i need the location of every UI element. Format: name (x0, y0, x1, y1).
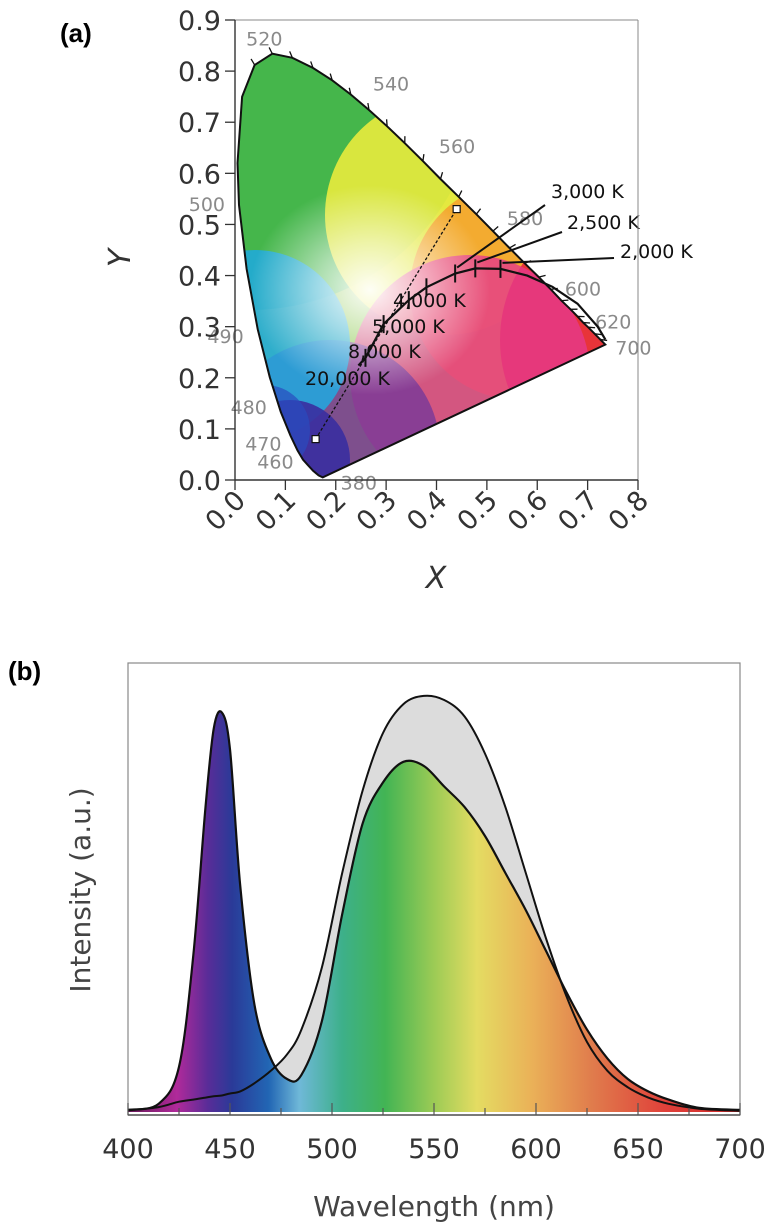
spectrum-layers (127, 694, 741, 1112)
cct-label: 5,000 K (372, 316, 445, 338)
x-tick-label-a: 0.7 (552, 485, 604, 537)
x-tick-label-b: 600 (510, 1134, 562, 1165)
cct-leader-line (456, 204, 546, 269)
locus-tick (492, 225, 499, 232)
y-tick-label-a: 0.2 (178, 364, 221, 395)
x-axis-title-b: Wavelength (nm) (313, 1190, 555, 1223)
locus-tick (385, 119, 388, 127)
locus-tick (594, 333, 602, 336)
wavelength-label-500: 500 (189, 194, 225, 216)
mixing-endpoint-marker (452, 205, 461, 214)
locus-tick (439, 172, 444, 180)
locus-tick (367, 102, 370, 111)
wavelength-label-460: 460 (257, 452, 293, 474)
y-tick-label-a: 0.6 (178, 159, 221, 190)
locus-tick (588, 326, 596, 329)
cct-labels: 20,000 K 8,000 K 5,000 K 4,000 K 3,000 K 2,50… (305, 181, 693, 390)
cie-chromaticity-diagram: 380460470480490500520540560580600620700 … (103, 6, 693, 596)
locus-tick (458, 190, 463, 198)
locus-tick (509, 243, 516, 249)
cct-label: 20,000 K (305, 368, 391, 390)
y-tick-label-a: 0.3 (178, 313, 221, 344)
locus-tick (310, 61, 314, 69)
x-tick-label-b: 400 (102, 1134, 154, 1165)
wavelength-label-520: 520 (246, 29, 282, 51)
y-tick-label-a: 0.1 (178, 415, 221, 446)
locus-tick (268, 47, 273, 55)
x-tick-label-b: 650 (612, 1134, 664, 1165)
y-tick-label-a: 0.9 (178, 6, 221, 37)
measured-spectrum-line (127, 710, 741, 1111)
x-tick-label-a: 0.6 (502, 485, 554, 537)
spectral-locus-outline (236, 52, 608, 479)
y-axis-title-b: Intensity (a.u.) (64, 787, 97, 992)
y-axis-title-a: Y (103, 246, 138, 267)
locus-tick (250, 58, 256, 66)
x-tick-label-a: 0.8 (603, 485, 655, 537)
spectral-locus-ticks (250, 47, 608, 342)
locus-tick (422, 154, 425, 162)
y-tick-label-a: 0.7 (178, 108, 221, 139)
x-tick-label-b: 700 (714, 1134, 766, 1165)
y-tick-label-a: 0.4 (178, 262, 221, 293)
wavelength-labels: 380460470480490500520540560580600620700 (189, 29, 652, 495)
x-tick-label-a: 0.4 (401, 485, 453, 537)
wavelength-label-700: 700 (615, 338, 651, 360)
measured-spectrum-area (128, 711, 740, 1112)
wavelength-label-470: 470 (245, 433, 281, 455)
wavelength-label-540: 540 (373, 74, 409, 96)
cct-leader-line (502, 257, 615, 264)
y-tick-label-a: 0.5 (178, 210, 221, 241)
x-tick-label-a: 0.1 (250, 485, 302, 537)
cct-label: 3,000 K (551, 181, 624, 203)
panel-b-label: (b) (8, 656, 41, 686)
y-tick-label-a: 0.8 (178, 57, 221, 88)
emission-spectrum-chart: 400 450 500 550 600 650 700 Wavelength (nm) In… (64, 662, 766, 1223)
panel-a-label: (a) (60, 18, 92, 48)
x-axis-title-a: X (424, 561, 448, 596)
y-tick-label-a: 0.0 (178, 466, 221, 497)
mixing-endpoint-marker (311, 435, 320, 444)
reference-spectrum-line (127, 694, 741, 1112)
wavelength-label-560: 560 (439, 136, 475, 158)
locus-tick (600, 338, 608, 342)
cct-label: 4,000 K (393, 290, 466, 312)
wavelength-label-620: 620 (595, 312, 631, 334)
locus-tick (329, 73, 333, 81)
locus-tick (475, 208, 482, 215)
locus-tick (538, 274, 546, 278)
wavelength-label-380: 380 (341, 472, 377, 494)
locus-tick (348, 87, 352, 95)
x-tick-label-b: 550 (408, 1134, 460, 1165)
mixing-line (311, 205, 461, 444)
wavelength-label-600: 600 (565, 278, 601, 300)
cct-label: 2,500 K (567, 212, 640, 234)
x-tick-label-b: 450 (204, 1134, 256, 1165)
x-tick-label-b: 500 (306, 1134, 358, 1165)
cct-label: 8,000 K (348, 341, 421, 363)
locus-tick (289, 51, 294, 59)
cct-label: 2,000 K (620, 241, 693, 263)
axis-ticks-b: 400 450 500 550 600 650 700 (102, 1103, 766, 1165)
wavelength-label-480: 480 (231, 397, 267, 419)
cct-leader-line (476, 231, 563, 264)
x-tick-label-a: 0.5 (452, 485, 504, 537)
